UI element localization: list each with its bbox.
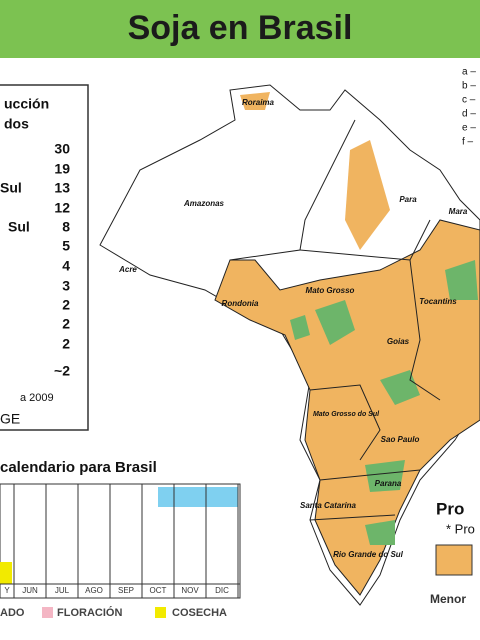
table-note: GE bbox=[0, 411, 20, 427]
state-label: Roraima bbox=[242, 98, 275, 107]
month-label: JUN bbox=[22, 586, 38, 595]
month-label: DIC bbox=[215, 586, 229, 595]
planting-bar bbox=[158, 487, 238, 507]
state-label: Mato Grosso bbox=[306, 286, 355, 295]
row-value: 8 bbox=[62, 219, 70, 235]
month-label: Y bbox=[4, 586, 10, 595]
legend-item: FLORACIÓN bbox=[57, 606, 122, 619]
flowering-swatch bbox=[42, 607, 53, 618]
harvest-swatch bbox=[155, 607, 166, 618]
state-label: Amazonas bbox=[183, 199, 225, 208]
state-label: Rondonia bbox=[222, 299, 259, 308]
scale-label: Menor bbox=[430, 592, 466, 606]
state-label: Para bbox=[399, 195, 417, 204]
table-frame bbox=[0, 84, 89, 431]
row-value: 30 bbox=[54, 141, 70, 157]
month-label: AGO bbox=[85, 586, 103, 595]
header-band bbox=[0, 0, 480, 58]
calendar-title: calendario para Brasil bbox=[0, 459, 157, 476]
scale-swatch bbox=[435, 544, 473, 576]
legend-key: f – bbox=[462, 137, 474, 148]
month-label: JUL bbox=[55, 586, 70, 595]
table-title: ucción bbox=[4, 96, 49, 112]
legend-title: Pro bbox=[436, 499, 464, 518]
table-note: a 2009 bbox=[20, 392, 54, 404]
state-label: Acre bbox=[118, 265, 137, 274]
state-label: Goias bbox=[387, 337, 410, 346]
state-label: Tocantins bbox=[419, 297, 457, 306]
row-label: Sul bbox=[0, 180, 22, 196]
row-value: 2 bbox=[62, 297, 70, 313]
legend-key: b – bbox=[462, 81, 476, 92]
title: Soja en Brasil bbox=[128, 9, 353, 47]
row-value: 4 bbox=[62, 258, 70, 274]
state-label: Mato Grosso do Sul bbox=[313, 411, 380, 418]
state-label: Mara bbox=[449, 207, 468, 216]
row-value: 19 bbox=[54, 161, 70, 177]
month-label: NOV bbox=[181, 586, 199, 595]
legend-key: c – bbox=[462, 95, 476, 106]
calendar bbox=[0, 483, 241, 618]
row-value: 2 bbox=[62, 336, 70, 352]
table-title: dos bbox=[4, 116, 29, 132]
state-label: Sao Paulo bbox=[381, 435, 420, 444]
row-value: 2 bbox=[62, 316, 70, 332]
map bbox=[99, 84, 480, 606]
legend-item: ADO bbox=[0, 607, 25, 619]
month-label: SEP bbox=[118, 586, 134, 595]
calendar-title-bg bbox=[0, 455, 240, 475]
state-label: Santa Catarina bbox=[300, 501, 357, 510]
state-label: Parana bbox=[375, 479, 402, 488]
month-label: OCT bbox=[150, 586, 167, 595]
row-value: ~2 bbox=[54, 363, 70, 379]
harvest-bar bbox=[0, 562, 12, 584]
row-value: 5 bbox=[62, 238, 70, 254]
row-label: Sul bbox=[8, 219, 30, 235]
legend-key: d – bbox=[462, 109, 476, 120]
row-value: 3 bbox=[62, 278, 70, 294]
legend-key: e – bbox=[462, 123, 476, 134]
row-value: 13 bbox=[54, 180, 70, 196]
row-value: 12 bbox=[54, 200, 70, 216]
legend-item: COSECHA bbox=[172, 607, 227, 619]
state-label: Rio Grande do Sul bbox=[333, 550, 404, 559]
legend-note: * Pro bbox=[446, 521, 475, 536]
legend-key: a – bbox=[462, 67, 476, 78]
